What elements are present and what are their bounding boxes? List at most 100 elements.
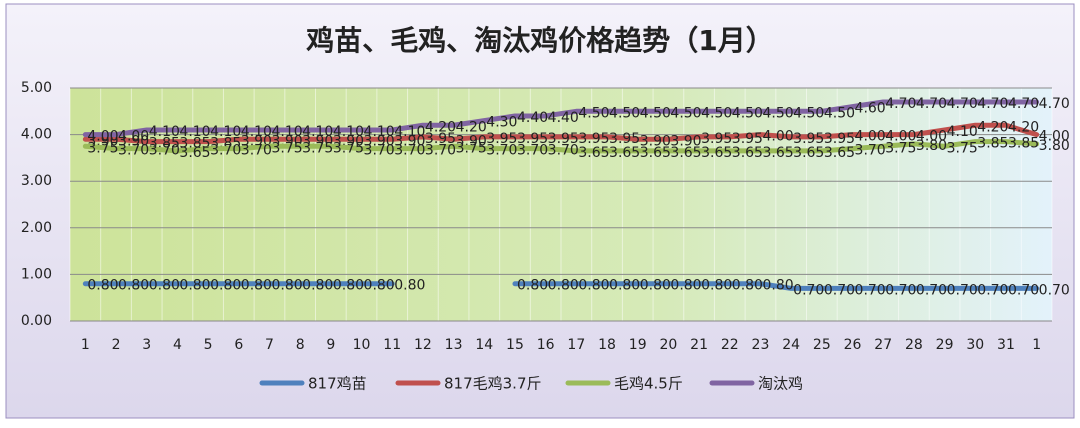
data-label: 4.10: [271, 124, 302, 140]
data-label: 3.70: [118, 143, 149, 159]
data-label: 4.10: [241, 124, 272, 140]
x-tick-label: 4: [173, 337, 182, 353]
data-label: 0.70: [916, 282, 947, 298]
data-label: 4.00: [916, 129, 947, 145]
data-label: 0.80: [578, 278, 609, 294]
data-label: 4.10: [210, 124, 241, 140]
data-label: 3.95: [548, 131, 579, 147]
data-label: 3.70: [855, 143, 886, 159]
data-label: 0.80: [210, 278, 241, 294]
data-label: 0.70: [855, 282, 886, 298]
legend-label: 毛鸡4.5斤: [614, 375, 683, 393]
data-label: 3.85: [1008, 136, 1039, 152]
data-label: 4.10: [149, 124, 180, 140]
legend-label: 817毛鸡3.7斤: [444, 375, 542, 393]
x-tick-label: 10: [353, 337, 371, 353]
data-label: 0.70: [1008, 282, 1039, 298]
data-label: 4.50: [609, 105, 640, 121]
data-label: 0.80: [762, 278, 793, 294]
data-label: 0.70: [947, 282, 978, 298]
data-label: 4.50: [701, 105, 732, 121]
data-label: 0.80: [394, 278, 425, 294]
data-label: 4.70: [916, 96, 947, 112]
data-label: 4.00: [118, 129, 149, 145]
data-label: 4.50: [762, 105, 793, 121]
data-label: 3.70: [210, 143, 241, 159]
x-tick-label: 28: [905, 337, 923, 353]
x-tick-label: 29: [936, 337, 954, 353]
data-label: 3.90: [364, 133, 395, 149]
data-label: 3.65: [824, 145, 855, 161]
x-tick-label: 27: [874, 337, 892, 353]
data-label: 0.80: [670, 278, 701, 294]
data-label: 4.00: [762, 129, 793, 145]
data-label: 4.40: [517, 110, 548, 126]
data-label: 4.10: [302, 124, 333, 140]
data-label: 0.80: [333, 278, 364, 294]
data-label: 3.65: [609, 145, 640, 161]
data-label: 0.80: [517, 278, 548, 294]
series-line: [82, 139, 1040, 154]
data-label: 4.70: [885, 96, 916, 112]
data-label: 4.50: [670, 105, 701, 121]
data-label: 3.65: [762, 145, 793, 161]
data-label: 3.95: [609, 131, 640, 147]
x-tick-label: 8: [296, 337, 305, 353]
data-label: 3.80: [1039, 138, 1070, 154]
data-label: 4.10: [333, 124, 364, 140]
data-label: 3.95: [578, 131, 609, 147]
x-tick-label: 6: [234, 337, 243, 353]
x-tick-label: 23: [752, 337, 770, 353]
y-tick-label: 0.00: [21, 313, 52, 329]
y-tick-label: 1.00: [21, 266, 52, 282]
data-label: 3.90: [118, 133, 149, 149]
data-label: 3.65: [701, 145, 732, 161]
series-line: [82, 122, 1040, 145]
data-label: 0.80: [732, 278, 763, 294]
data-label: 4.20: [425, 119, 456, 135]
data-label: 3.95: [517, 131, 548, 147]
x-tick-label: 22: [721, 337, 739, 353]
data-label: 3.70: [241, 143, 272, 159]
x-tick-label: 30: [966, 337, 984, 353]
data-label: 4.60: [855, 101, 886, 117]
data-label: 4.70: [1039, 96, 1070, 112]
data-label: 4.50: [578, 105, 609, 121]
data-label: 3.65: [179, 145, 210, 161]
data-label: 4.20: [977, 119, 1008, 135]
data-label: 0.80: [149, 278, 180, 294]
x-tick-label: 15: [506, 337, 524, 353]
data-label: 0.80: [179, 278, 210, 294]
data-label: 3.75: [333, 140, 364, 156]
data-label: 4.70: [977, 96, 1008, 112]
data-label: 4.10: [947, 124, 978, 140]
data-label: 3.65: [793, 145, 824, 161]
data-label: 0.80: [87, 278, 118, 294]
data-label: 0.80: [548, 278, 579, 294]
data-label: 3.70: [425, 143, 456, 159]
data-label: 3.65: [732, 145, 763, 161]
x-tick-label: 9: [326, 337, 335, 353]
data-label: 3.75: [271, 140, 302, 156]
data-label: 3.70: [364, 143, 395, 159]
data-label: 0.80: [302, 278, 333, 294]
data-label: 4.30: [486, 115, 517, 131]
x-tick-label: 13: [445, 337, 463, 353]
y-tick-label: 2.00: [21, 220, 52, 236]
data-label: 4.10: [394, 124, 425, 140]
data-label: 4.50: [732, 105, 763, 121]
data-label: 4.20: [1008, 119, 1039, 135]
data-label: 3.85: [977, 136, 1008, 152]
data-label: 3.90: [394, 133, 425, 149]
x-tick-label: 21: [690, 337, 708, 353]
x-tick-label: 1: [1032, 337, 1041, 353]
data-label: 4.50: [793, 105, 824, 121]
x-tick-label: 16: [537, 337, 555, 353]
series-line: [512, 281, 1040, 291]
y-tick-label: 5.00: [21, 80, 52, 96]
x-tick-label: 12: [414, 337, 432, 353]
data-label: 0.70: [885, 282, 916, 298]
x-tick-label: 3: [142, 337, 151, 353]
data-label: 3.70: [486, 143, 517, 159]
legend-label: 817鸡苗: [308, 375, 367, 393]
